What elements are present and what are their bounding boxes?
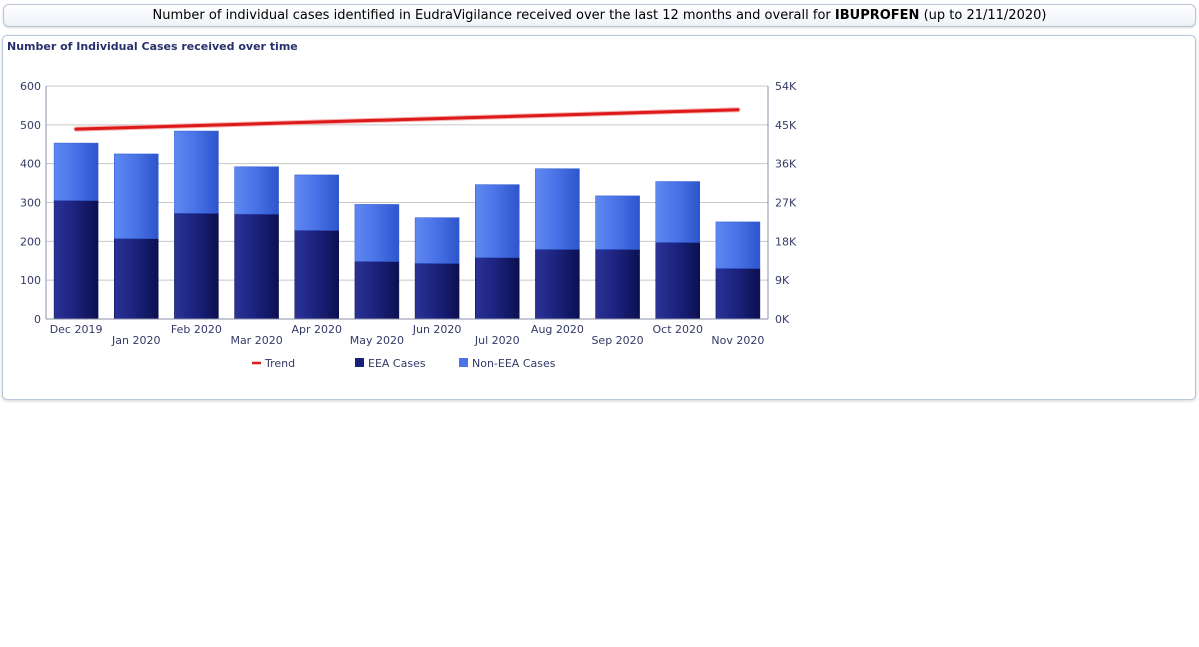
- legend-trend-label: Trend: [264, 357, 295, 370]
- bar-non-eea: [294, 174, 339, 231]
- bar-non-eea: [234, 166, 279, 215]
- y-left-tick-label: 600: [20, 80, 41, 93]
- bar-eea: [174, 213, 219, 320]
- x-tick-label: Jul 2020: [474, 334, 520, 347]
- x-tick-label: Dec 2019: [50, 323, 103, 336]
- bar-eea: [535, 249, 580, 320]
- bar-non-eea: [414, 217, 460, 264]
- y-left-tick-label: 400: [20, 158, 41, 171]
- trend-line: [74, 108, 740, 131]
- bar-eea: [414, 263, 460, 320]
- bar-non-eea: [595, 195, 640, 250]
- y-left-tick-label: 0: [34, 313, 41, 326]
- drug-name: IBUPROFEN: [834, 8, 920, 23]
- y-left-tick-label: 500: [20, 119, 41, 132]
- bar-eea: [294, 230, 339, 320]
- bar-eea: [475, 257, 520, 320]
- y-right-tick-label: 45K: [775, 119, 797, 132]
- legend-eea-swatch: [355, 358, 364, 367]
- bar-non-eea: [354, 204, 400, 262]
- bar-eea: [234, 213, 279, 320]
- y-left-tick-label: 100: [20, 274, 41, 287]
- y-right-tick-label: 0K: [775, 313, 790, 326]
- bar-eea: [53, 200, 99, 320]
- y-left-tick-label: 200: [20, 235, 41, 248]
- x-tick-label: Mar 2020: [230, 334, 282, 347]
- bar-eea: [655, 242, 700, 320]
- y-right-tick-label: 54K: [775, 80, 797, 93]
- legend-eea-label: EEA Cases: [368, 357, 426, 370]
- x-tick-label: Nov 2020: [711, 334, 764, 347]
- y-right-tick-label: 36K: [775, 158, 797, 171]
- panel-title: Number of Individual Cases received over…: [7, 40, 298, 53]
- bar-eea: [354, 261, 400, 320]
- y-left-tick-label: 300: [20, 197, 41, 210]
- bar-eea: [715, 268, 761, 320]
- bar-non-eea: [715, 221, 761, 269]
- bar-non-eea: [53, 142, 99, 201]
- header-text: Number of individual cases identified in…: [152, 8, 835, 23]
- bar-eea: [114, 238, 159, 320]
- legend-non-eea-label: Non-EEA Cases: [472, 357, 556, 370]
- bar-eea: [595, 249, 640, 320]
- header-date: (up to 21/11/2020): [919, 8, 1047, 23]
- y-right-tick-label: 18K: [775, 235, 797, 248]
- y-right-tick-label: 27K: [775, 197, 797, 210]
- x-tick-label: Sep 2020: [591, 334, 643, 347]
- bar-non-eea: [535, 168, 580, 250]
- legend-non-eea-swatch: [459, 358, 468, 367]
- bar-non-eea: [174, 130, 219, 214]
- x-tick-label: Jun 2020: [412, 323, 462, 336]
- bar-non-eea: [475, 184, 520, 258]
- chart-panel: Number of Individual Cases received over…: [2, 35, 1196, 400]
- x-tick-label: Jan 2020: [111, 334, 160, 347]
- bar-non-eea: [655, 181, 700, 243]
- x-tick-label: May 2020: [350, 334, 404, 347]
- report-header: Number of individual cases identified in…: [3, 4, 1196, 27]
- x-tick-label: Apr 2020: [291, 323, 342, 336]
- bar-non-eea: [114, 153, 159, 239]
- x-tick-label: Feb 2020: [171, 323, 222, 336]
- x-tick-label: Aug 2020: [531, 323, 584, 336]
- y-right-tick-label: 9K: [775, 274, 790, 287]
- cases-chart: 0 0K 100 9K 200 18K 300 27K 400 36K 500 45K 600 54K De…: [20, 80, 797, 370]
- x-tick-label: Oct 2020: [652, 323, 703, 336]
